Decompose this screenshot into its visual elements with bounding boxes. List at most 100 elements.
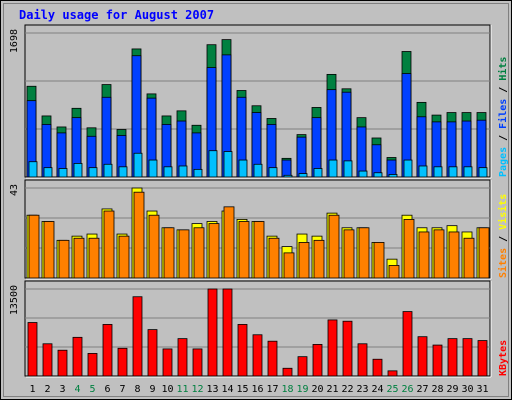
max-label-kbytes: 13500 [9, 285, 20, 315]
bar-kbytes-kbytes-24 [372, 358, 383, 377]
x-tick-label-3: 3 [59, 384, 65, 395]
bar-visits-sites-29 [448, 231, 460, 279]
bar-visits-sites-30 [463, 237, 475, 279]
bar-visits-sites-19 [298, 242, 310, 279]
bar-kbytes-kbytes-23 [357, 343, 368, 377]
bar-visits-sites-10 [163, 227, 175, 279]
x-tick-label-16: 16 [251, 384, 263, 395]
bar-visits-sites-26 [403, 218, 415, 279]
bar-visits-sites-13 [208, 223, 220, 279]
bar-visits-sites-28 [433, 229, 445, 279]
x-tick-label-5: 5 [89, 384, 95, 395]
x-tick-label-14: 14 [221, 384, 233, 395]
legend-separator: / [498, 129, 509, 147]
bar-visits-sites-21 [328, 214, 340, 279]
bar-hits-files-20 [311, 117, 322, 178]
x-tick-label-20: 20 [311, 384, 323, 395]
bar-kbytes-kbytes-7 [117, 347, 128, 377]
x-tick-label-12: 12 [191, 384, 203, 395]
bar-hits-pages-17 [268, 167, 278, 178]
x-tick-label-6: 6 [104, 384, 110, 395]
bar-kbytes-kbytes-26 [402, 311, 413, 377]
x-tick-label-15: 15 [236, 384, 248, 395]
bar-kbytes-kbytes-11 [177, 338, 188, 377]
bar-visits-sites-16 [253, 221, 265, 279]
legend-kbytes: KBytes [498, 340, 509, 376]
bar-kbytes-kbytes-3 [57, 349, 68, 377]
bar-hits-pages-16 [253, 163, 263, 178]
bar-visits-sites-31 [478, 227, 490, 279]
bar-hits-pages-23 [358, 170, 368, 178]
bar-visits-sites-3 [58, 239, 70, 279]
legend-label-files: Files [497, 99, 509, 129]
bar-kbytes-kbytes-27 [417, 336, 428, 377]
x-tick-label-30: 30 [461, 384, 473, 395]
panel-visits: 43 Sites / Visits [9, 179, 509, 280]
bar-hits-pages-8 [133, 152, 143, 178]
max-label-visits: 43 [9, 184, 20, 196]
x-tick-label-2: 2 [44, 384, 50, 395]
bar-visits-sites-7 [118, 235, 130, 279]
bar-visits-sites-6 [103, 210, 115, 279]
bar-visits-sites-11 [178, 229, 190, 279]
bar-kbytes-kbytes-17 [267, 340, 278, 377]
bar-kbytes-kbytes-10 [162, 348, 173, 377]
bar-visits-sites-1 [28, 214, 40, 279]
bar-kbytes-kbytes-28 [432, 344, 443, 377]
bar-kbytes-kbytes-29 [447, 338, 458, 377]
x-tick-label-23: 23 [356, 384, 368, 395]
x-tick-label-1: 1 [29, 384, 35, 395]
legend-label-sites: Sites [497, 248, 509, 278]
bar-kbytes-kbytes-31 [477, 340, 488, 377]
x-tick-label-17: 17 [266, 384, 278, 395]
bar-hits-pages-11 [178, 165, 188, 178]
bar-kbytes-kbytes-30 [462, 338, 473, 377]
bar-hits-pages-3 [58, 168, 68, 178]
bar-hits-pages-1 [28, 161, 38, 178]
bar-kbytes-kbytes-22 [342, 320, 353, 377]
legend-separator: / [498, 81, 509, 99]
x-tick-label-10: 10 [161, 384, 173, 395]
x-tick-label-19: 19 [296, 384, 308, 395]
bar-hits-pages-6 [103, 163, 113, 178]
panels-layer: 1698 Pages / Files / Hits 43 Sites / Visits… [9, 24, 509, 378]
bar-kbytes-kbytes-21 [327, 319, 338, 377]
x-tick-label-9: 9 [149, 384, 155, 395]
bar-hits-pages-30 [463, 166, 473, 178]
legend-label-pages: Pages [498, 147, 509, 177]
bar-kbytes-kbytes-19 [297, 356, 308, 377]
bar-hits-pages-27 [418, 165, 428, 178]
x-tick-label-7: 7 [119, 384, 125, 395]
bar-hits-pages-15 [238, 159, 248, 178]
bar-visits-sites-8 [133, 191, 145, 279]
legend-separator: / [498, 230, 509, 248]
bar-hits-pages-2 [43, 167, 53, 178]
bar-visits-sites-4 [73, 237, 85, 279]
x-tick-label-4: 4 [74, 384, 80, 395]
bar-visits-sites-20 [313, 239, 325, 279]
bar-kbytes-kbytes-2 [42, 343, 53, 377]
legend-label-visits: Visits [497, 194, 509, 230]
bar-hits-pages-25 [388, 174, 398, 178]
bar-kbytes-kbytes-25 [387, 370, 398, 377]
max-label-hits: 1698 [9, 29, 20, 53]
bar-kbytes-kbytes-18 [282, 367, 293, 377]
x-tick-label-25: 25 [386, 384, 398, 395]
bar-hits-pages-20 [313, 168, 323, 178]
bar-hits-pages-4 [73, 163, 83, 178]
bar-visits-sites-12 [193, 227, 205, 279]
panel-hits: 1698 Pages / Files / Hits [9, 24, 509, 179]
x-tick-label-29: 29 [446, 384, 458, 395]
bar-kbytes-kbytes-14 [222, 288, 233, 377]
bar-visits-sites-23 [358, 227, 370, 279]
bar-kbytes-kbytes-4 [72, 336, 83, 377]
bar-visits-sites-14 [223, 206, 235, 279]
bar-hits-files-23 [356, 126, 367, 178]
bar-hits-pages-19 [298, 173, 308, 178]
legend-hits: Pages / Files / Hits [497, 57, 509, 177]
bar-hits-files-18 [281, 159, 292, 178]
bar-hits-pages-22 [343, 160, 353, 178]
bar-hits-pages-9 [148, 159, 158, 178]
